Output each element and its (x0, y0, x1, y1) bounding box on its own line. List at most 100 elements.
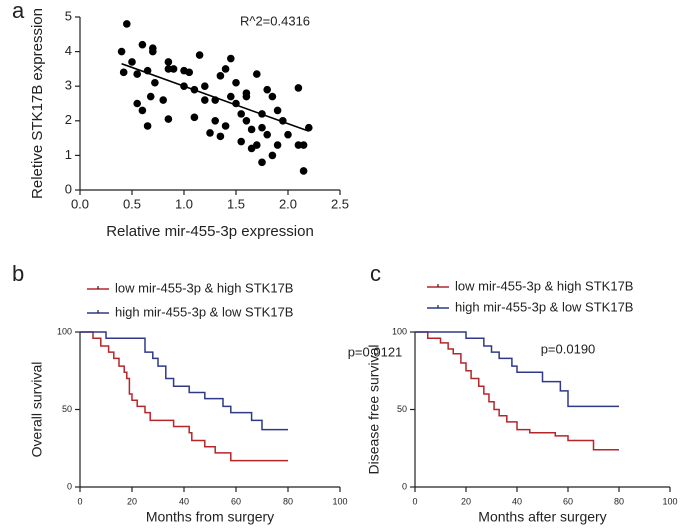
scatter-point (263, 130, 272, 139)
scatter-point (227, 92, 235, 101)
scatter-point (237, 137, 245, 146)
legend-label: low mir-455-3p & high STK17B (115, 280, 293, 295)
y-axis-label: Overall survival (29, 362, 45, 458)
survival-curve (415, 331, 619, 408)
scatter-point (237, 110, 245, 118)
scatter-point (268, 151, 277, 160)
scatter-point (273, 106, 282, 115)
scatter-point (211, 117, 219, 125)
scatter-point (138, 106, 147, 115)
survival-curve (80, 331, 288, 462)
scatter-point (216, 132, 225, 141)
scatter-point (258, 110, 266, 118)
scatter-point (206, 129, 214, 137)
x-tick-label: 0.0 (71, 196, 89, 211)
annotation: p=0.0121 (348, 344, 403, 359)
scatter-point (221, 122, 230, 130)
x-tick-label: 2.5 (331, 196, 349, 211)
panel-label: c (370, 261, 381, 286)
legend-label: high mir-455-3p & low STK17B (455, 299, 633, 314)
scatter-point (149, 44, 157, 52)
scatter-point (268, 92, 277, 101)
scatter-point (284, 130, 292, 139)
scatter-point (185, 68, 193, 77)
legend-label: low mir-455-3p & high STK17B (455, 278, 633, 293)
scatter-point (232, 78, 240, 87)
scatter-point (294, 141, 303, 149)
scatter-point (169, 65, 178, 73)
panel-label: a (12, 0, 25, 23)
scatter-point (117, 47, 126, 56)
scatter-point (279, 117, 287, 125)
scatter-point (263, 85, 272, 94)
x-tick-label: 40 (512, 496, 522, 506)
scatter-point (123, 20, 131, 28)
scatter-point (138, 40, 147, 49)
legend-label: high mir-455-3p & low STK17B (115, 304, 293, 319)
y-axis-label: Disease free survival (366, 345, 382, 475)
scatter-point (180, 82, 188, 90)
scatter-point (252, 70, 261, 78)
scatter-point (299, 167, 308, 175)
x-tick-label: 0 (412, 496, 417, 506)
y-axis-label: Reletive STK17B expression (29, 8, 46, 199)
annotation: R^2=0.4316 (240, 13, 310, 28)
panel-label: b (12, 261, 24, 286)
y-tick-label: 0 (402, 481, 407, 491)
scatter-point (164, 65, 173, 73)
scatter-point (164, 115, 173, 123)
x-tick-label: 100 (662, 496, 677, 506)
scatter-point (258, 123, 266, 132)
x-tick-label: 1.0 (175, 196, 193, 211)
y-tick-label: 100 (392, 326, 407, 336)
scatter-point (143, 122, 152, 130)
scatter-point (211, 96, 219, 104)
y-tick-label: 1 (65, 147, 72, 162)
scatter-point (305, 123, 313, 132)
scatter-point (195, 51, 204, 59)
x-axis-label: Months after surgery (478, 509, 606, 525)
x-tick-label: 0.5 (123, 196, 141, 211)
y-tick-label: 3 (65, 78, 72, 93)
scatter-point (143, 66, 152, 75)
x-axis-label: Months from surgery (146, 509, 274, 525)
x-tick-label: 1.5 (227, 196, 245, 211)
scatter-point (190, 113, 199, 122)
scatter-point (294, 84, 303, 92)
scatter-point (232, 99, 240, 108)
x-tick-label: 100 (332, 496, 347, 506)
scatter-point (133, 99, 141, 108)
y-tick-label: 4 (65, 43, 72, 58)
x-tick-label: 0 (77, 496, 82, 506)
y-tick-label: 5 (65, 8, 72, 23)
annotation: p=0.0190 (541, 341, 596, 356)
scatter-point (216, 72, 225, 80)
x-tick-label: 60 (231, 496, 241, 506)
scatter-point (159, 96, 167, 104)
y-tick-label: 50 (397, 404, 407, 414)
scatter-point (258, 158, 266, 167)
scatter-point (128, 58, 136, 66)
scatter-point (146, 92, 155, 101)
x-tick-label: 40 (179, 496, 189, 506)
scatter-point (247, 125, 256, 134)
scatter-point (119, 68, 128, 77)
scatter-point (221, 65, 230, 73)
scatter-point (242, 117, 251, 125)
scatter-point (242, 89, 251, 97)
x-tick-label: 80 (614, 496, 624, 506)
scatter-point (299, 141, 308, 149)
x-tick-label: 20 (127, 496, 137, 506)
survival-curve (415, 331, 619, 451)
scatter-point (273, 141, 282, 149)
scatter-point (164, 58, 173, 66)
scatter-point (151, 78, 159, 87)
x-tick-label: 20 (461, 496, 471, 506)
scatter-point (201, 82, 209, 90)
scatter-point (227, 54, 235, 63)
y-tick-label: 0 (65, 181, 72, 196)
y-tick-label: 100 (57, 326, 72, 336)
x-tick-label: 60 (563, 496, 573, 506)
scatter-point (247, 144, 256, 153)
